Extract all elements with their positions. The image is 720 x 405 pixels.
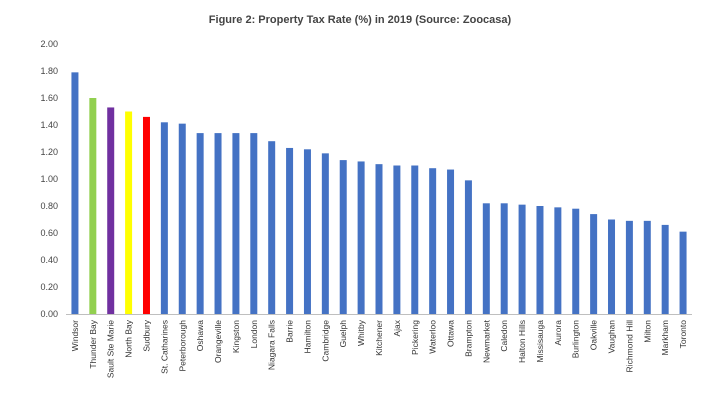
bar-oshawa: [196, 133, 204, 314]
x-tick-label: London: [249, 320, 259, 349]
y-tick-label: 0.00: [40, 309, 58, 319]
bar-whitby: [357, 161, 365, 314]
x-tick-label: Barrie: [285, 320, 295, 343]
x-tick-label: Guelph: [338, 320, 348, 348]
y-tick-label: 1.40: [40, 120, 58, 130]
bar-kingston: [232, 133, 240, 314]
x-tick-label: Oshawa: [195, 320, 205, 351]
x-tick-label: Halton Hills: [517, 320, 527, 363]
x-axis-ticks: Windsor Thunder Bay Sault Ste Marie North B…: [70, 319, 688, 378]
x-tick-label: Ottawa: [446, 320, 456, 347]
bar-burlington: [572, 208, 580, 314]
bar-guelph: [339, 160, 347, 314]
bar-north-bay: [125, 111, 133, 314]
x-tick-label: Toronto: [678, 320, 688, 349]
bar-caledon: [500, 203, 508, 314]
x-tick-label: North Bay: [124, 319, 134, 358]
bar-newmarket: [482, 203, 490, 314]
bar-waterloo: [429, 168, 437, 314]
x-tick-label: Windsor: [70, 320, 80, 351]
y-tick-label: 0.20: [40, 282, 58, 292]
x-tick-label: Waterloo: [428, 320, 438, 354]
x-tick-label: Cambridge: [320, 320, 330, 362]
bar-missisauga: [536, 206, 544, 314]
x-tick-label: Niagara Falls: [267, 320, 277, 370]
bar-markham: [661, 224, 669, 314]
bar-niagara-falls: [268, 141, 276, 314]
y-axis-ticks: 0.00 0.20 0.40 0.60 0.80 1.00 1.20 1.40 1.60 1.80…: [40, 39, 58, 319]
y-tick-label: 0.40: [40, 255, 58, 265]
bar-hamilton: [303, 149, 311, 314]
x-tick-label: Hamilton: [302, 320, 312, 354]
y-tick-label: 1.80: [40, 66, 58, 76]
x-tick-label: Richmond Hill: [624, 320, 634, 373]
bar-sault-ste-marie: [107, 107, 115, 314]
y-tick-label: 1.60: [40, 93, 58, 103]
bar-aurora: [554, 207, 562, 314]
y-tick-label: 2.00: [40, 39, 58, 49]
x-tick-label: Kingston: [231, 320, 241, 353]
x-tick-label: Sault Ste Marie: [106, 320, 116, 378]
x-tick-label: Peterborough: [177, 320, 187, 372]
bar-london: [250, 133, 258, 314]
bar-kitchener: [375, 164, 383, 314]
bar-barrie: [286, 147, 294, 314]
bar-windsor: [71, 72, 79, 314]
bar-brampton: [464, 180, 472, 314]
x-tick-label: Kitchener: [374, 320, 384, 356]
x-tick-label: Milton: [642, 320, 652, 343]
bar-ottawa: [447, 169, 455, 314]
y-tick-label: 0.60: [40, 228, 58, 238]
bar-thunder-bay: [89, 98, 97, 314]
bar-pickering: [411, 165, 419, 314]
bar-vaughan: [608, 219, 616, 314]
x-tick-label: Oakville: [589, 320, 599, 351]
x-tick-label: Pickering: [410, 320, 420, 355]
y-tick-label: 1.00: [40, 174, 58, 184]
y-tick-label: 0.80: [40, 201, 58, 211]
x-tick-label: Aurora: [553, 320, 563, 346]
x-tick-label: Caledon: [499, 320, 509, 352]
x-tick-label: Orangeville: [213, 320, 223, 363]
bar-st-catharines: [160, 122, 168, 314]
y-tick-label: 1.20: [40, 147, 58, 157]
bar-orangeville: [214, 133, 222, 314]
x-tick-label: Burlington: [571, 320, 581, 359]
x-tick-label: Ajax: [392, 319, 402, 336]
x-tick-label: Brampton: [463, 320, 473, 357]
x-tick-label: Newmarket: [481, 319, 491, 363]
bar-halton-hills: [518, 204, 526, 314]
bar-cambridge: [321, 153, 329, 314]
bar-milton: [643, 220, 651, 314]
x-tick-label: Markham: [660, 320, 670, 355]
bars: [71, 72, 687, 315]
x-tick-label: Thunder Bay: [88, 319, 98, 368]
x-tick-label: Whitby: [356, 319, 366, 346]
bar-richmond-hill: [625, 220, 633, 314]
x-tick-label: Sudbury: [141, 319, 151, 351]
x-tick-label: St. Catharines: [159, 320, 169, 374]
bar-peterborough: [178, 123, 186, 315]
bar-toronto: [679, 231, 687, 314]
bar-sudbury: [142, 116, 150, 315]
x-tick-label: Vaughan: [607, 320, 617, 354]
chart-title: Figure 2: Property Tax Rate (%) in 2019 …: [208, 14, 512, 26]
bar-oakville: [590, 214, 598, 314]
bar-ajax: [393, 165, 401, 314]
x-tick-label: Missisauga: [535, 320, 545, 363]
